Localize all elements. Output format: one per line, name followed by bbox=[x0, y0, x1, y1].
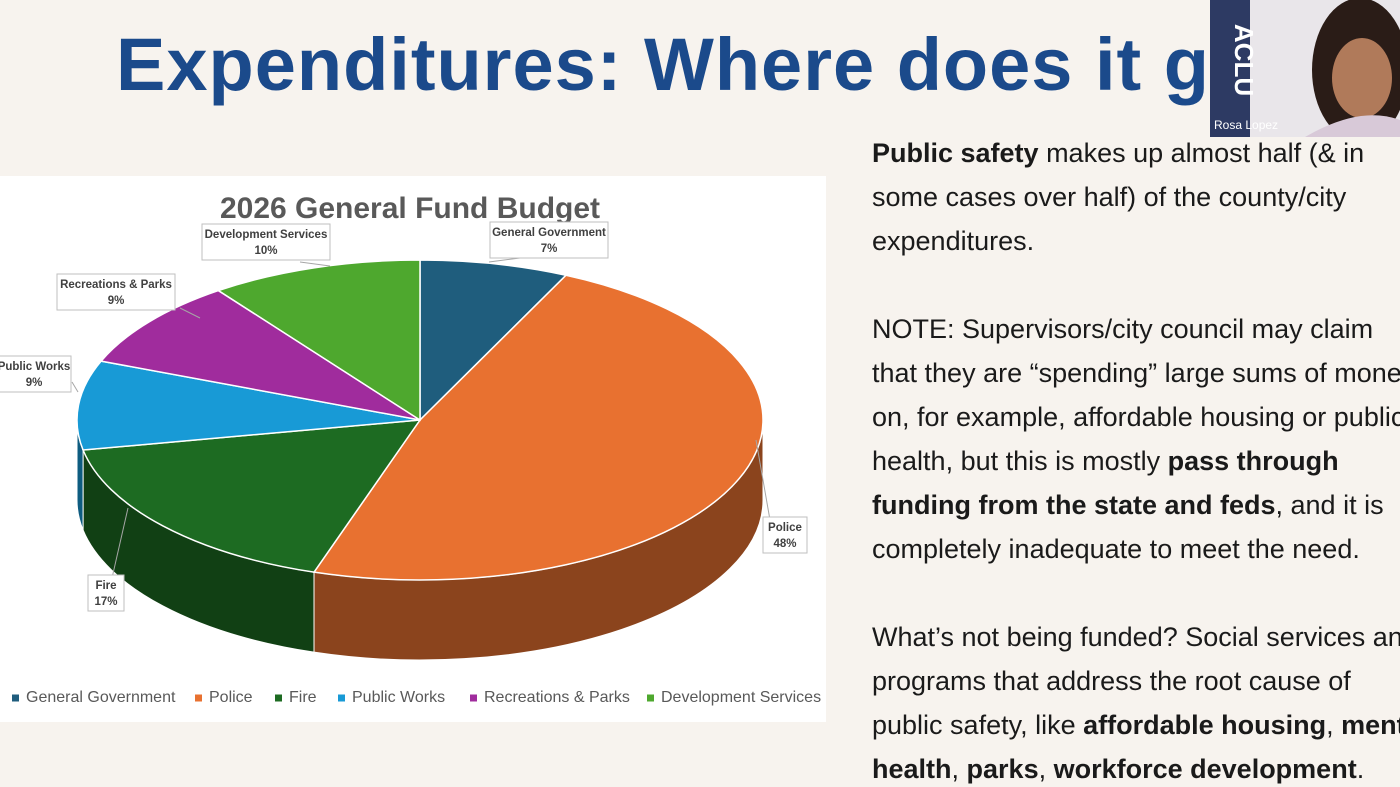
text-run: : Supervisors/city council may claim bbox=[947, 314, 1374, 344]
text-run: programs that address the root cause of bbox=[872, 666, 1351, 696]
pie-slice bbox=[81, 419, 422, 573]
text-run: , bbox=[951, 754, 967, 784]
pie-slice bbox=[76, 360, 421, 451]
text-run: makes up almost half (& in bbox=[1038, 138, 1365, 168]
shirt bbox=[1305, 115, 1400, 137]
text-line: on, for example, affordable housing or p… bbox=[872, 395, 1400, 439]
banner bbox=[1210, 0, 1250, 137]
leader-line bbox=[299, 261, 331, 267]
pie-slice bbox=[216, 259, 421, 422]
legend-label: Recreations & Parks bbox=[484, 689, 630, 706]
data-label-box bbox=[87, 574, 125, 612]
text-run: mental bbox=[1341, 710, 1400, 740]
text-line: programs that address the root cause of bbox=[872, 659, 1400, 703]
text-run: funding from the state and feds bbox=[872, 490, 1276, 520]
text-run: What’s not being funded? Social services… bbox=[872, 622, 1400, 652]
data-label-name: Development Services bbox=[205, 229, 328, 241]
leader-line bbox=[179, 307, 201, 319]
data-label-value: 48% bbox=[773, 538, 796, 550]
legend-label: General Government bbox=[26, 689, 176, 706]
data-label-box bbox=[201, 223, 331, 261]
data-label-value: 9% bbox=[108, 295, 125, 307]
text-run: Public safety bbox=[872, 138, 1039, 168]
data-label-value: 7% bbox=[541, 243, 558, 255]
text-line: NOTE: Supervisors/city council may claim bbox=[872, 307, 1400, 351]
text-line: funding from the state and feds, and it … bbox=[872, 483, 1400, 527]
video-tile: ACLU Rosa Lopez bbox=[1210, 0, 1400, 137]
data-label-name: General Government bbox=[492, 227, 606, 239]
text-line: health, parks, workforce development. bbox=[872, 747, 1400, 787]
text-run: health, but this is mostly bbox=[872, 446, 1168, 476]
text-run: affordable housing bbox=[1083, 710, 1327, 740]
video-feed: ACLU Rosa Lopez bbox=[1210, 0, 1400, 137]
data-label-name: Fire bbox=[95, 580, 116, 592]
slide-title: Expenditures: Where does it go bbox=[116, 23, 1257, 106]
data-label-box bbox=[56, 273, 176, 311]
legend-swatch bbox=[470, 694, 477, 702]
leader-line bbox=[111, 507, 129, 579]
pie-slice bbox=[419, 259, 568, 422]
legend-swatch bbox=[12, 694, 19, 702]
data-label-box bbox=[762, 516, 808, 554]
paragraph: What’s not being funded? Social services… bbox=[872, 615, 1400, 787]
data-label-name: Public Works bbox=[0, 361, 70, 373]
legend-swatch bbox=[647, 694, 654, 702]
text-line: some cases over half) of the county/city bbox=[872, 175, 1364, 219]
face bbox=[1332, 38, 1392, 118]
leader-line bbox=[488, 257, 521, 263]
text-run: on, for example, affordable housing or p… bbox=[872, 402, 1400, 432]
legend-label: Police bbox=[209, 689, 253, 706]
paragraph: NOTE: Supervisors/city council may claim… bbox=[872, 307, 1400, 571]
text-line: public safety, like affordable housing, … bbox=[872, 703, 1400, 747]
legend-label: Public Works bbox=[352, 689, 445, 706]
text-run: NOTE bbox=[872, 314, 948, 344]
text-line: What’s not being funded? Social services… bbox=[872, 615, 1400, 659]
text-run: , bbox=[1038, 754, 1054, 784]
legend-swatch bbox=[338, 694, 345, 702]
text-line: Public safety makes up almost half (& in bbox=[872, 131, 1364, 175]
legend-swatch bbox=[275, 694, 282, 702]
text-line: expenditures. bbox=[872, 219, 1364, 263]
text-line: completely inadequate to meet the need. bbox=[872, 527, 1400, 571]
data-label-value: 10% bbox=[254, 245, 277, 257]
data-label-value: 9% bbox=[26, 377, 43, 389]
text-run: that they are “spending” large sums of m… bbox=[872, 358, 1400, 388]
data-label-value: 17% bbox=[94, 596, 117, 608]
leader-line bbox=[71, 381, 79, 393]
text-run: , and it is bbox=[1275, 490, 1384, 520]
text-run: workforce development bbox=[1053, 754, 1357, 784]
text-run: health bbox=[872, 754, 952, 784]
legend-swatch bbox=[195, 694, 202, 702]
text-run: . bbox=[1356, 754, 1365, 784]
data-label-box bbox=[0, 355, 72, 393]
pie-slice bbox=[99, 289, 421, 421]
chart-title: 2026 General Fund Budget bbox=[220, 192, 600, 225]
text-line: health, but this is mostly pass through bbox=[872, 439, 1400, 483]
leader-line bbox=[755, 439, 771, 521]
legend-label: Development Services bbox=[661, 689, 821, 706]
text-run: pass through bbox=[1167, 446, 1339, 476]
data-label-name: Recreations & Parks bbox=[60, 279, 172, 291]
data-label-name: Police bbox=[768, 522, 802, 534]
pie-slice bbox=[312, 274, 764, 581]
legend-label: Fire bbox=[289, 689, 317, 706]
paragraph: Public safety makes up almost half (& in… bbox=[872, 131, 1364, 263]
data-label-box bbox=[489, 221, 609, 259]
text-run: expenditures. bbox=[872, 226, 1035, 256]
text-run: some cases over half) of the county/city bbox=[872, 182, 1347, 212]
text-run: public safety, like bbox=[872, 710, 1084, 740]
logo: ACLU bbox=[1229, 24, 1259, 96]
text-line: that they are “spending” large sums of m… bbox=[872, 351, 1400, 395]
participant-name: Rosa Lopez bbox=[1214, 118, 1278, 132]
text-run: parks bbox=[966, 754, 1039, 784]
text-run: , bbox=[1326, 710, 1342, 740]
text-run: completely inadequate to meet the need. bbox=[872, 534, 1360, 564]
